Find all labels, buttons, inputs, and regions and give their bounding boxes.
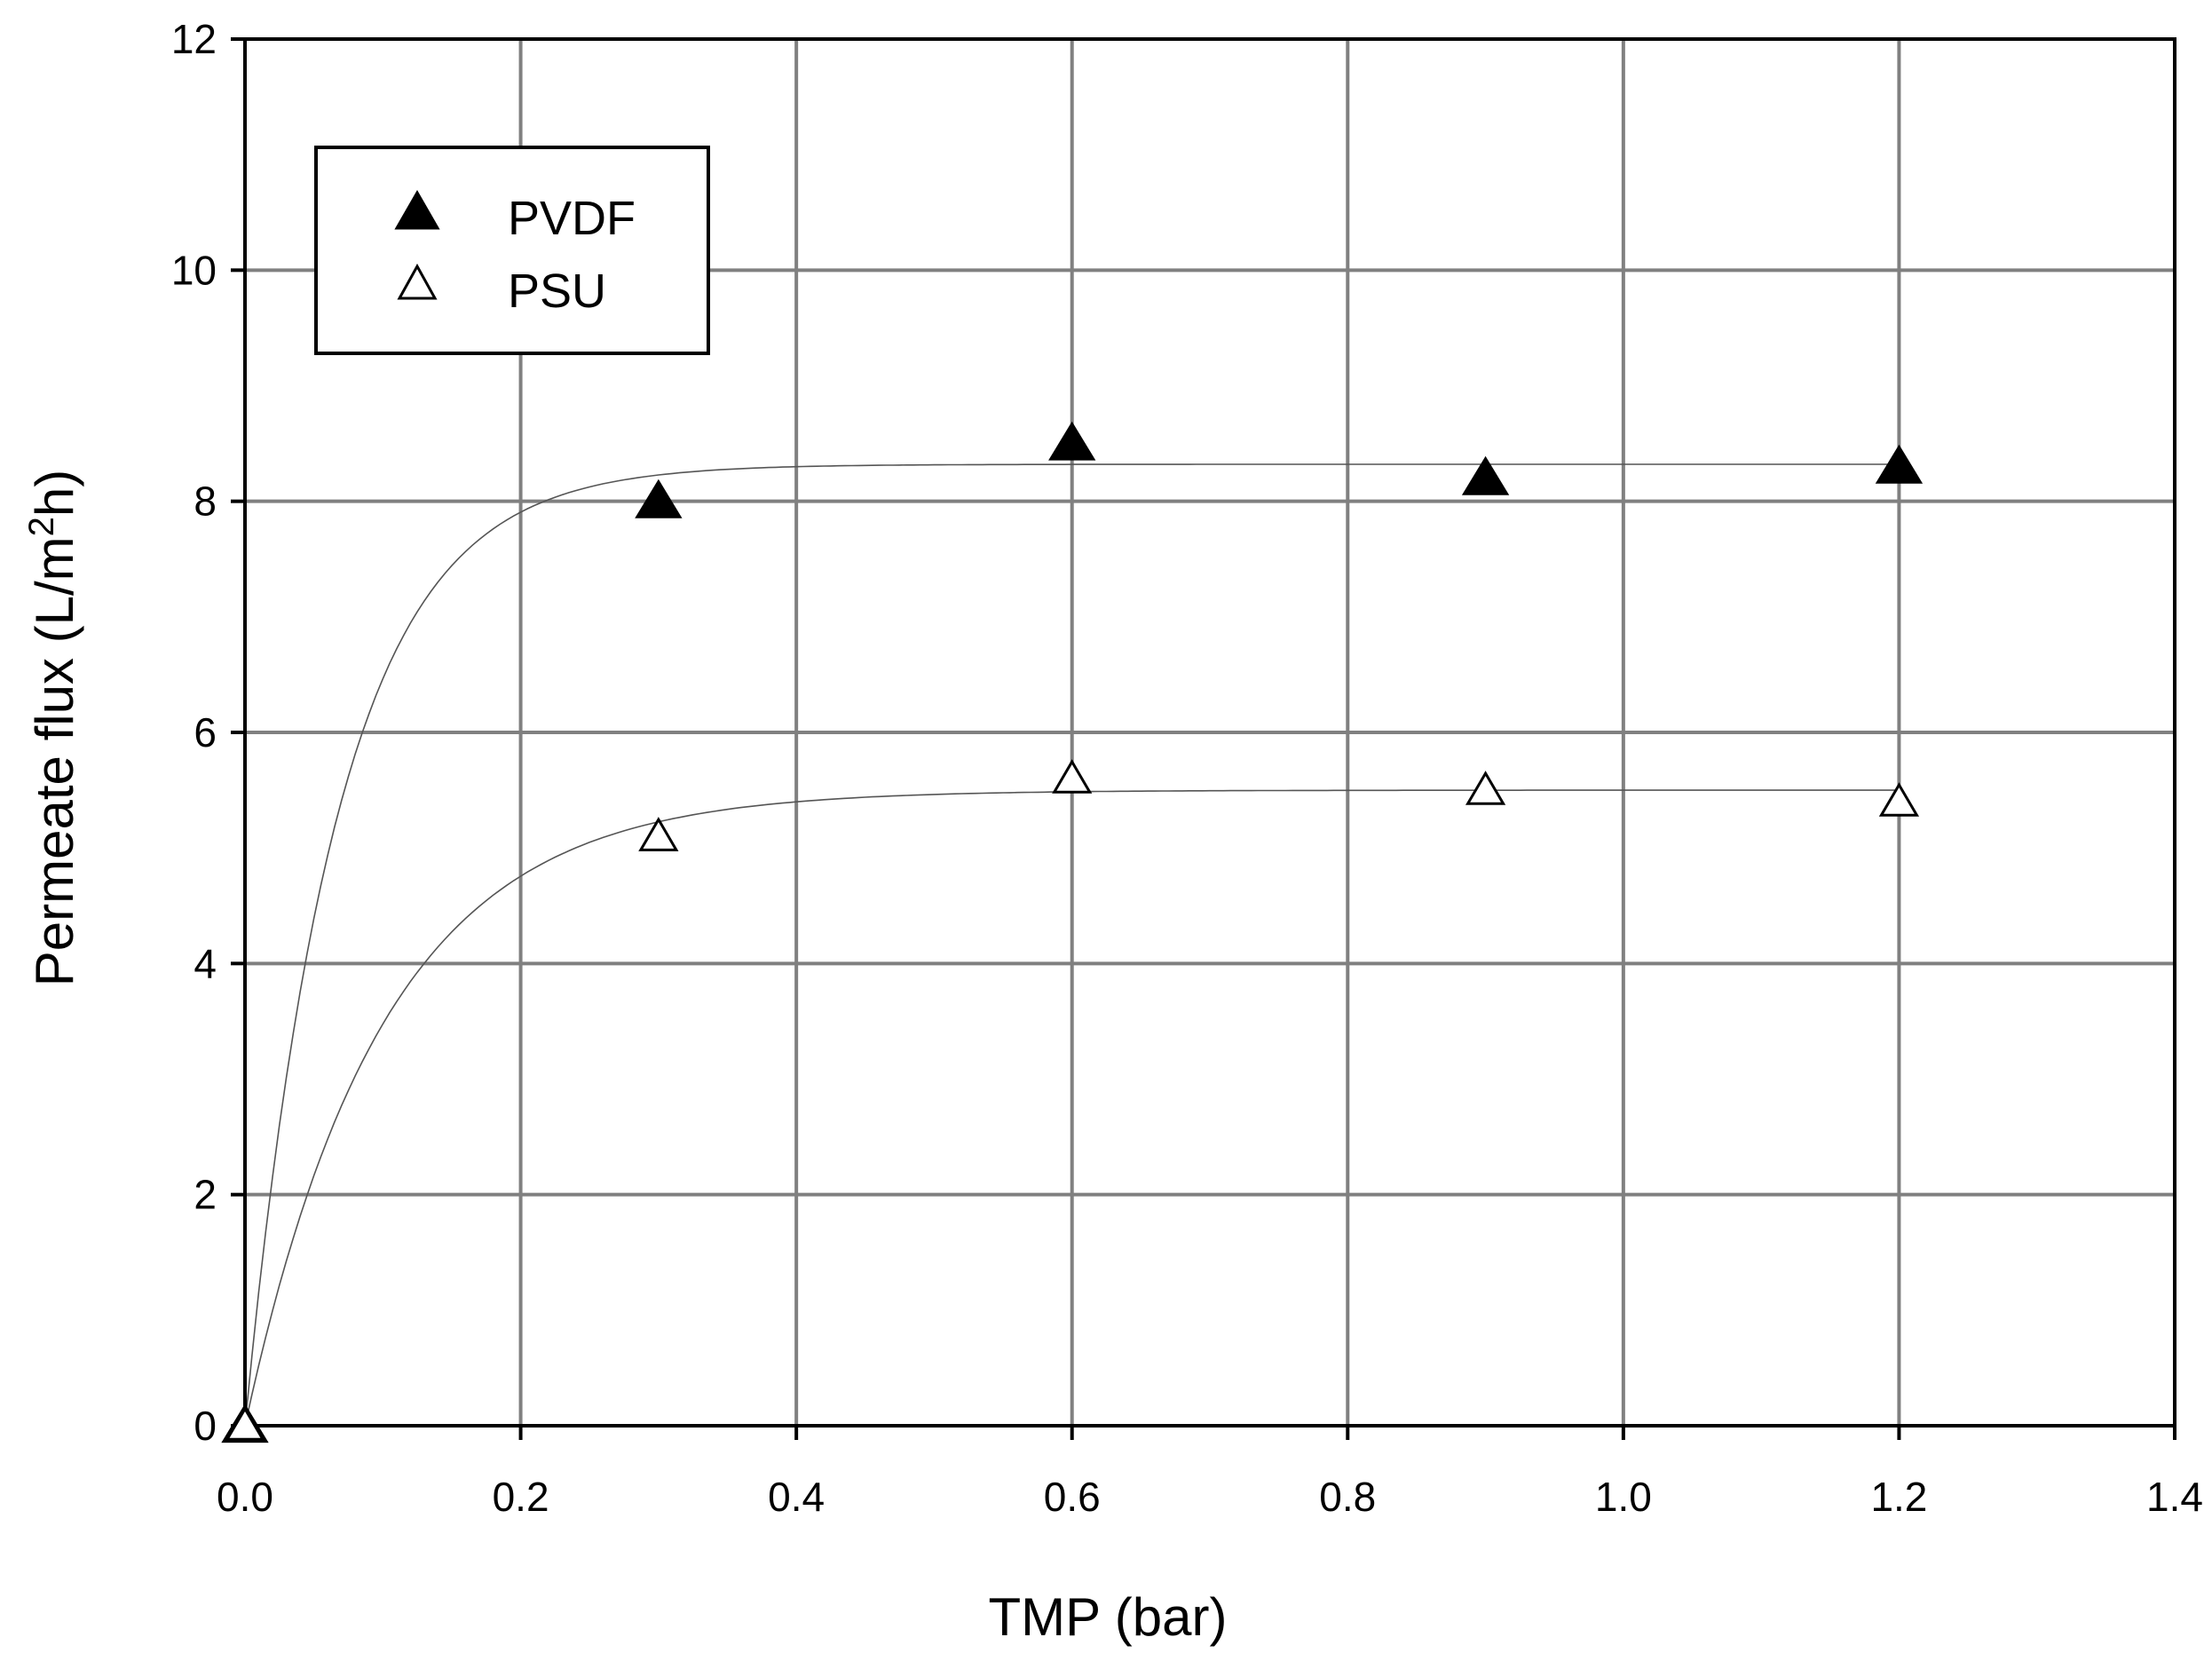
y-tick-label: 6 [194,709,217,755]
x-tick-label: 0.8 [1319,1474,1376,1520]
data-point-pvdf [1875,444,1924,484]
y-tick-label: 10 [171,247,217,293]
y-axis-title-main: Permeate flux (L/m [25,536,84,986]
y-axis-title: Permeate flux (L/m2h) [22,470,84,986]
x-axis-title: TMP (bar) [989,1587,1228,1647]
legend-label-psu: PSU [508,265,606,318]
x-tick-label: 1.2 [1870,1474,1927,1520]
x-tick-label: 0.0 [217,1474,273,1520]
data-point-psu [1465,771,1506,805]
fit-curve-pvdf [244,463,1900,1427]
x-tick-label: 1.0 [1595,1474,1652,1520]
x-tick-label: 0.6 [1044,1474,1101,1520]
y-tick-label: 8 [194,478,217,525]
data-point-pvdf [1048,421,1096,461]
data-point-psu [638,817,679,851]
y-tick-label: 4 [194,940,217,986]
y-tick-label: 12 [171,16,217,62]
y-tick-label: 2 [194,1172,217,1218]
data-point-pvdf [635,478,683,518]
x-tick-label: 0.2 [493,1474,549,1520]
x-tick-label: 0.4 [768,1474,825,1520]
data-point-pvdf [1461,455,1510,495]
tick-labels: 0.0 0.2 0.4 0.6 0.8 1.0 1.2 1.4 0 2 4 6 8 10 12 [171,16,2203,1520]
y-axis-title-superscript: 2 [22,517,61,536]
y-axis-title-end: h) [25,470,84,517]
x-tick-label: 1.4 [2146,1474,2203,1520]
legend-marker-psu [397,263,438,300]
legend: PVDF PSU [314,146,710,355]
legend-label-pvdf: PVDF [508,192,636,245]
data-point-psu [225,1406,265,1441]
legend-marker-pvdf [394,189,440,230]
legend-box [314,146,710,355]
data-markers [221,421,1924,1443]
data-point-psu [1878,782,1920,817]
data-point-psu [1052,759,1093,794]
y-tick-label: 0 [194,1403,217,1449]
